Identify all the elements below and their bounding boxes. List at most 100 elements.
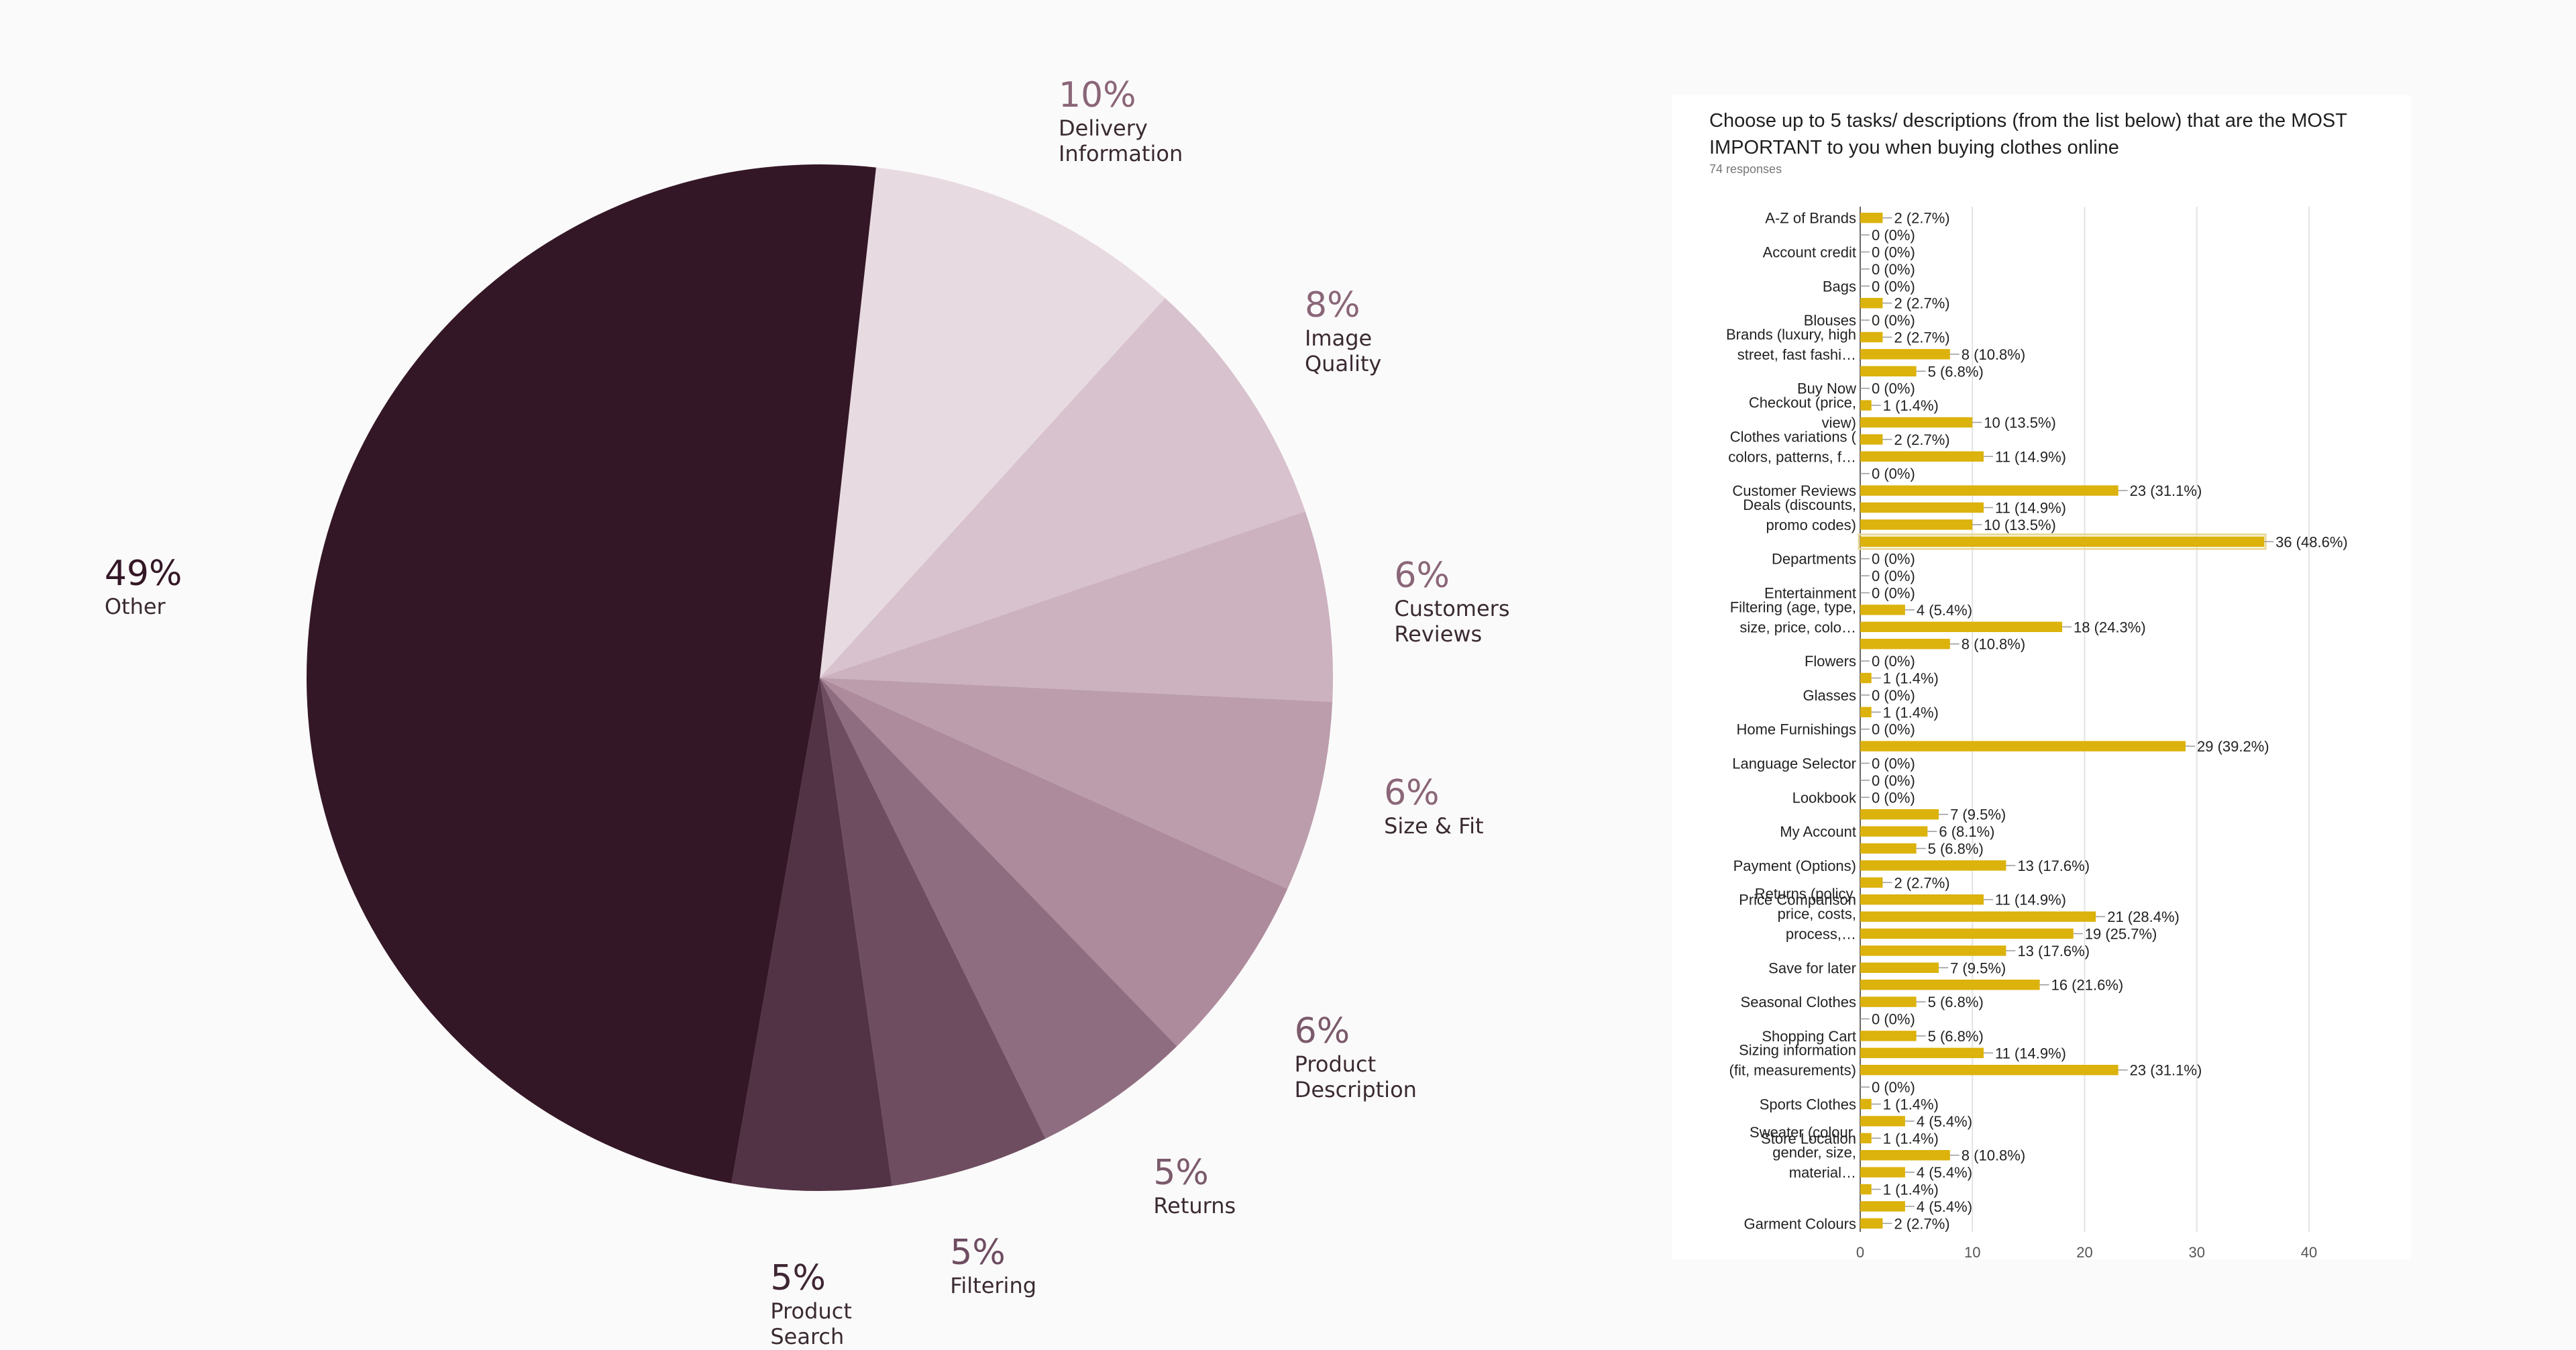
bar <box>1860 213 1883 223</box>
bar <box>1860 519 1973 530</box>
survey-bar-panel: Choose up to 5 tasks/ descriptions (from… <box>1672 95 2411 1259</box>
bar <box>1860 1167 1905 1178</box>
pie-slice-percent: 5% <box>1153 1152 1209 1193</box>
pie-slice-label: 6% Size & Fit <box>1384 773 1484 839</box>
bar-category-label: My Account <box>1780 823 1856 840</box>
bar-category-label: Blouses <box>1804 312 1856 329</box>
bar-category-label: Payment (Options) <box>1733 858 1856 874</box>
bar-value-label: 2 (2.7%) <box>1894 431 1949 448</box>
bar-value-label: 1 (1.4%) <box>1883 397 1939 414</box>
pie-slice-percent: 5% <box>770 1257 826 1298</box>
bar-category-label: Bags <box>1823 278 1856 295</box>
bar-value-label: 11 (14.9%) <box>1995 892 2066 908</box>
bar <box>1860 349 1950 360</box>
pie-slice <box>820 678 1333 889</box>
bar-value-label: 21 (28.4%) <box>2107 908 2180 925</box>
bar-category-label: Clothes variations (colors, patterns, f… <box>1728 428 1856 465</box>
bar-category-label: Filtering (age, type, size, price, colo… <box>1730 599 1856 635</box>
bar <box>1860 962 1939 973</box>
bar-category-label: A-Z of Brands <box>1765 210 1856 227</box>
pie-slice-name: Image Quality <box>1304 325 1382 377</box>
bar-value-label: 8 (10.8%) <box>1962 1147 2025 1164</box>
bar <box>1860 366 1917 376</box>
bar-category-label: Deals (discounts, promo codes) <box>1743 497 1856 533</box>
pie-slice-name: Other <box>104 594 166 620</box>
bar <box>1860 434 1883 445</box>
bar-value-label: 0 (0%) <box>1872 227 1915 244</box>
bar-category-label: Price Comparison <box>1739 892 1856 908</box>
bar-value-label: 1 (1.4%) <box>1883 670 1939 687</box>
bar <box>1860 860 2006 871</box>
bar-category-label: Sweater (colour, gender, size, material… <box>1750 1124 1856 1181</box>
bar-category-label: Glasses <box>1803 687 1856 704</box>
bar-value-label: 1 (1.4%) <box>1883 1096 1939 1113</box>
bar <box>1860 1150 1950 1161</box>
bar-value-label: 5 (6.8%) <box>1928 1028 1984 1045</box>
bar-value-label: 5 (6.8%) <box>1928 363 1984 380</box>
bar-value-label: 11 (14.9%) <box>1995 1045 2066 1061</box>
pie-slice-percent: 5% <box>950 1232 1006 1273</box>
bar <box>1860 451 1984 462</box>
x-tick-label: 30 <box>2189 1244 2205 1259</box>
bar <box>1860 707 1872 717</box>
bar <box>1860 1047 1984 1058</box>
pie-slice-label: 5% Filtering <box>950 1233 1036 1298</box>
x-tick-label: 0 <box>1856 1244 1864 1259</box>
bar-value-label: 0 (0%) <box>1872 721 1915 738</box>
bar-value-label: 10 (13.5%) <box>1984 517 2056 533</box>
bar-category-label: Home Furnishings <box>1736 721 1856 738</box>
bar-value-label: 23 (31.1%) <box>2130 482 2202 499</box>
pie-slice-label: 5% Product Search <box>770 1258 918 1349</box>
bar-value-label: 29 (39.2%) <box>2197 738 2269 755</box>
bar <box>1860 1098 1872 1110</box>
bar-category-label: Brands (luxury, high street, fast fashi… <box>1726 326 1856 363</box>
pie-slice <box>820 678 1288 1047</box>
bar-value-label: 0 (0%) <box>1872 687 1915 704</box>
bar-value-label: 0 (0%) <box>1872 653 1915 670</box>
bar <box>1860 911 2096 922</box>
bar-value-label: 16 (21.6%) <box>2051 977 2124 994</box>
bar <box>1860 945 2006 956</box>
bar-value-label: 8 (10.8%) <box>1962 636 2025 653</box>
bar-chart-title: Choose up to 5 tasks/ descriptions (from… <box>1709 110 2347 158</box>
bar-value-label: 0 (0%) <box>1872 585 1915 602</box>
x-tick-label: 20 <box>2076 1244 2092 1259</box>
bar-value-label: 4 (5.4%) <box>1917 1164 1972 1181</box>
bar <box>1860 536 2265 547</box>
bar-value-label: 7 (9.5%) <box>1950 807 2006 823</box>
x-tick-label: 40 <box>2301 1244 2317 1259</box>
bar <box>1860 400 1872 411</box>
bar-category-label: Shopping Cart <box>1762 1028 1856 1045</box>
bar-value-label: 0 (0%) <box>1872 1011 1915 1028</box>
pie-slice <box>820 678 1177 1139</box>
bar-value-label: 0 (0%) <box>1872 466 1915 482</box>
bar-value-label: 19 (25.7%) <box>2085 926 2157 943</box>
bar-value-label: 7 (9.5%) <box>1950 959 2006 976</box>
bar <box>1860 605 1905 615</box>
bar-value-label: 0 (0%) <box>1872 1079 1915 1096</box>
bar <box>1860 1133 1872 1143</box>
pie-chart <box>307 164 1333 1192</box>
bar-category-label: Account credit <box>1763 244 1856 261</box>
pie-slice-name: Product Search <box>770 1298 852 1349</box>
pie-slice-percent: 8% <box>1304 285 1360 326</box>
bar <box>1860 843 1917 854</box>
bar-category-label: Sports Clothes <box>1760 1096 1856 1113</box>
bar-value-label: 0 (0%) <box>1872 312 1915 329</box>
bar-category-label: Seasonal Clothes <box>1741 994 1856 1010</box>
bar-value-label: 0 (0%) <box>1872 772 1915 789</box>
bar-value-label: 11 (14.9%) <box>1995 500 2066 517</box>
bar <box>1860 485 2118 496</box>
pie-slice-percent: 6% <box>1384 772 1440 813</box>
pie-slice <box>820 511 1333 703</box>
pie-slice-percent: 49% <box>104 554 182 594</box>
x-tick-label: 10 <box>1964 1244 1980 1259</box>
bar-value-label: 0 (0%) <box>1872 568 1915 584</box>
pie-slice-percent: 6% <box>1294 1011 1350 1052</box>
bar <box>1860 331 1883 343</box>
bar-value-label: 0 (0%) <box>1872 278 1915 295</box>
bar <box>1860 877 1883 888</box>
bar-value-label: 0 (0%) <box>1872 789 1915 806</box>
bar-value-label: 0 (0%) <box>1872 261 1915 278</box>
